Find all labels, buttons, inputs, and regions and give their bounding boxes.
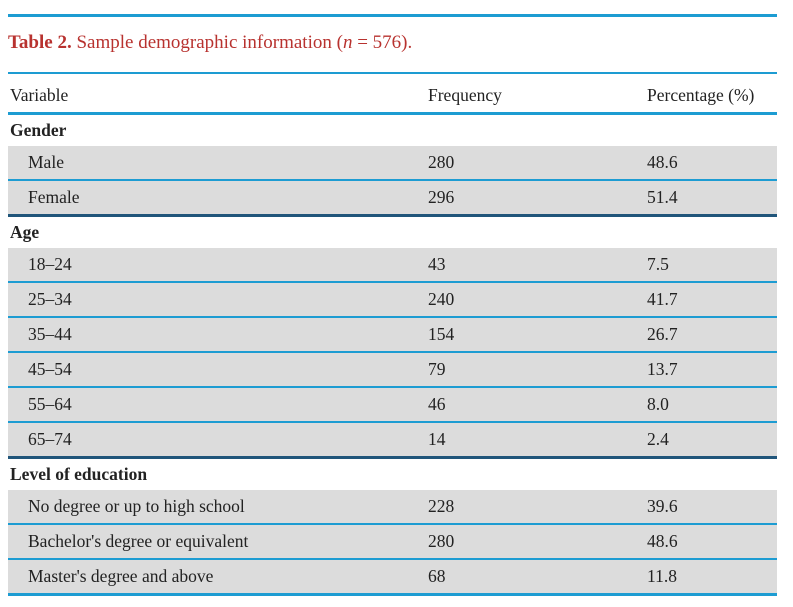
- row-frequency: 296: [428, 180, 647, 217]
- row-percentage: 2.4: [647, 422, 777, 459]
- row-frequency: 68: [428, 559, 647, 596]
- row-percentage: 41.7: [647, 282, 777, 318]
- table-row: 25–34 240 41.7: [8, 282, 777, 318]
- row-frequency: 154: [428, 317, 647, 353]
- row-percentage: 8.0: [647, 387, 777, 423]
- header-variable: Variable: [8, 78, 428, 115]
- row-percentage: 39.6: [647, 490, 777, 525]
- group-row: Gender: [8, 114, 777, 147]
- row-percentage: 48.6: [647, 524, 777, 560]
- row-percentage: 11.8: [647, 559, 777, 596]
- table-caption: Table 2. Sample demographic information …: [8, 32, 412, 54]
- header-frequency: Frequency: [428, 78, 647, 115]
- table-row: Male 280 48.6: [8, 146, 777, 181]
- row-percentage: 7.5: [647, 248, 777, 283]
- row-frequency: 14: [428, 422, 647, 459]
- row-label: Master's degree and above: [8, 559, 428, 596]
- table-body: Gender Male 280 48.6 Female 296 51.4 Age 18–…: [8, 114, 777, 596]
- row-frequency: 280: [428, 524, 647, 560]
- row-frequency: 79: [428, 352, 647, 388]
- row-frequency: 228: [428, 490, 647, 525]
- row-frequency: 46: [428, 387, 647, 423]
- header-top-rule: [8, 72, 777, 74]
- group-title: Age: [10, 222, 40, 242]
- header-row: Variable Frequency Percentage (%): [8, 78, 777, 115]
- group-title: Gender: [10, 120, 67, 140]
- row-label: No degree or up to high school: [8, 490, 428, 525]
- row-label: 18–24: [8, 248, 428, 283]
- table-row: No degree or up to high school 228 39.6: [8, 490, 777, 525]
- row-frequency: 280: [428, 146, 647, 181]
- row-percentage: 51.4: [647, 180, 777, 217]
- row-percentage: 48.6: [647, 146, 777, 181]
- row-label: 65–74: [8, 422, 428, 459]
- row-percentage: 13.7: [647, 352, 777, 388]
- table-row: 65–74 14 2.4: [8, 422, 777, 459]
- caption-text-after: = 576).: [352, 32, 413, 53]
- group-title: Level of education: [10, 464, 148, 484]
- caption-text-before: Sample demographic information (: [71, 32, 343, 53]
- row-label: Bachelor's degree or equivalent: [8, 524, 428, 560]
- table-row: 55–64 46 8.0: [8, 387, 777, 423]
- row-label: 55–64: [8, 387, 428, 423]
- row-label: 25–34: [8, 282, 428, 318]
- table-row: Bachelor's degree or equivalent 280 48.6: [8, 524, 777, 560]
- table-row: Master's degree and above 68 11.8: [8, 559, 777, 596]
- row-percentage: 26.7: [647, 317, 777, 353]
- table-row: 35–44 154 26.7: [8, 317, 777, 353]
- row-frequency: 43: [428, 248, 647, 283]
- header-percentage: Percentage (%): [647, 78, 777, 115]
- row-label: Female: [8, 180, 428, 217]
- group-row: Level of education: [8, 458, 777, 491]
- table-row: Female 296 51.4: [8, 180, 777, 217]
- table-row: 18–24 43 7.5: [8, 248, 777, 283]
- top-rule: [8, 14, 777, 17]
- caption-label: Table 2.: [8, 32, 72, 53]
- row-frequency: 240: [428, 282, 647, 318]
- demographics-table: Variable Frequency Percentage (%) Gender…: [8, 78, 777, 596]
- group-row: Age: [8, 216, 777, 249]
- row-label: Male: [8, 146, 428, 181]
- table-row: 45–54 79 13.7: [8, 352, 777, 388]
- caption-n-symbol: n: [342, 32, 353, 53]
- row-label: 35–44: [8, 317, 428, 353]
- row-label: 45–54: [8, 352, 428, 388]
